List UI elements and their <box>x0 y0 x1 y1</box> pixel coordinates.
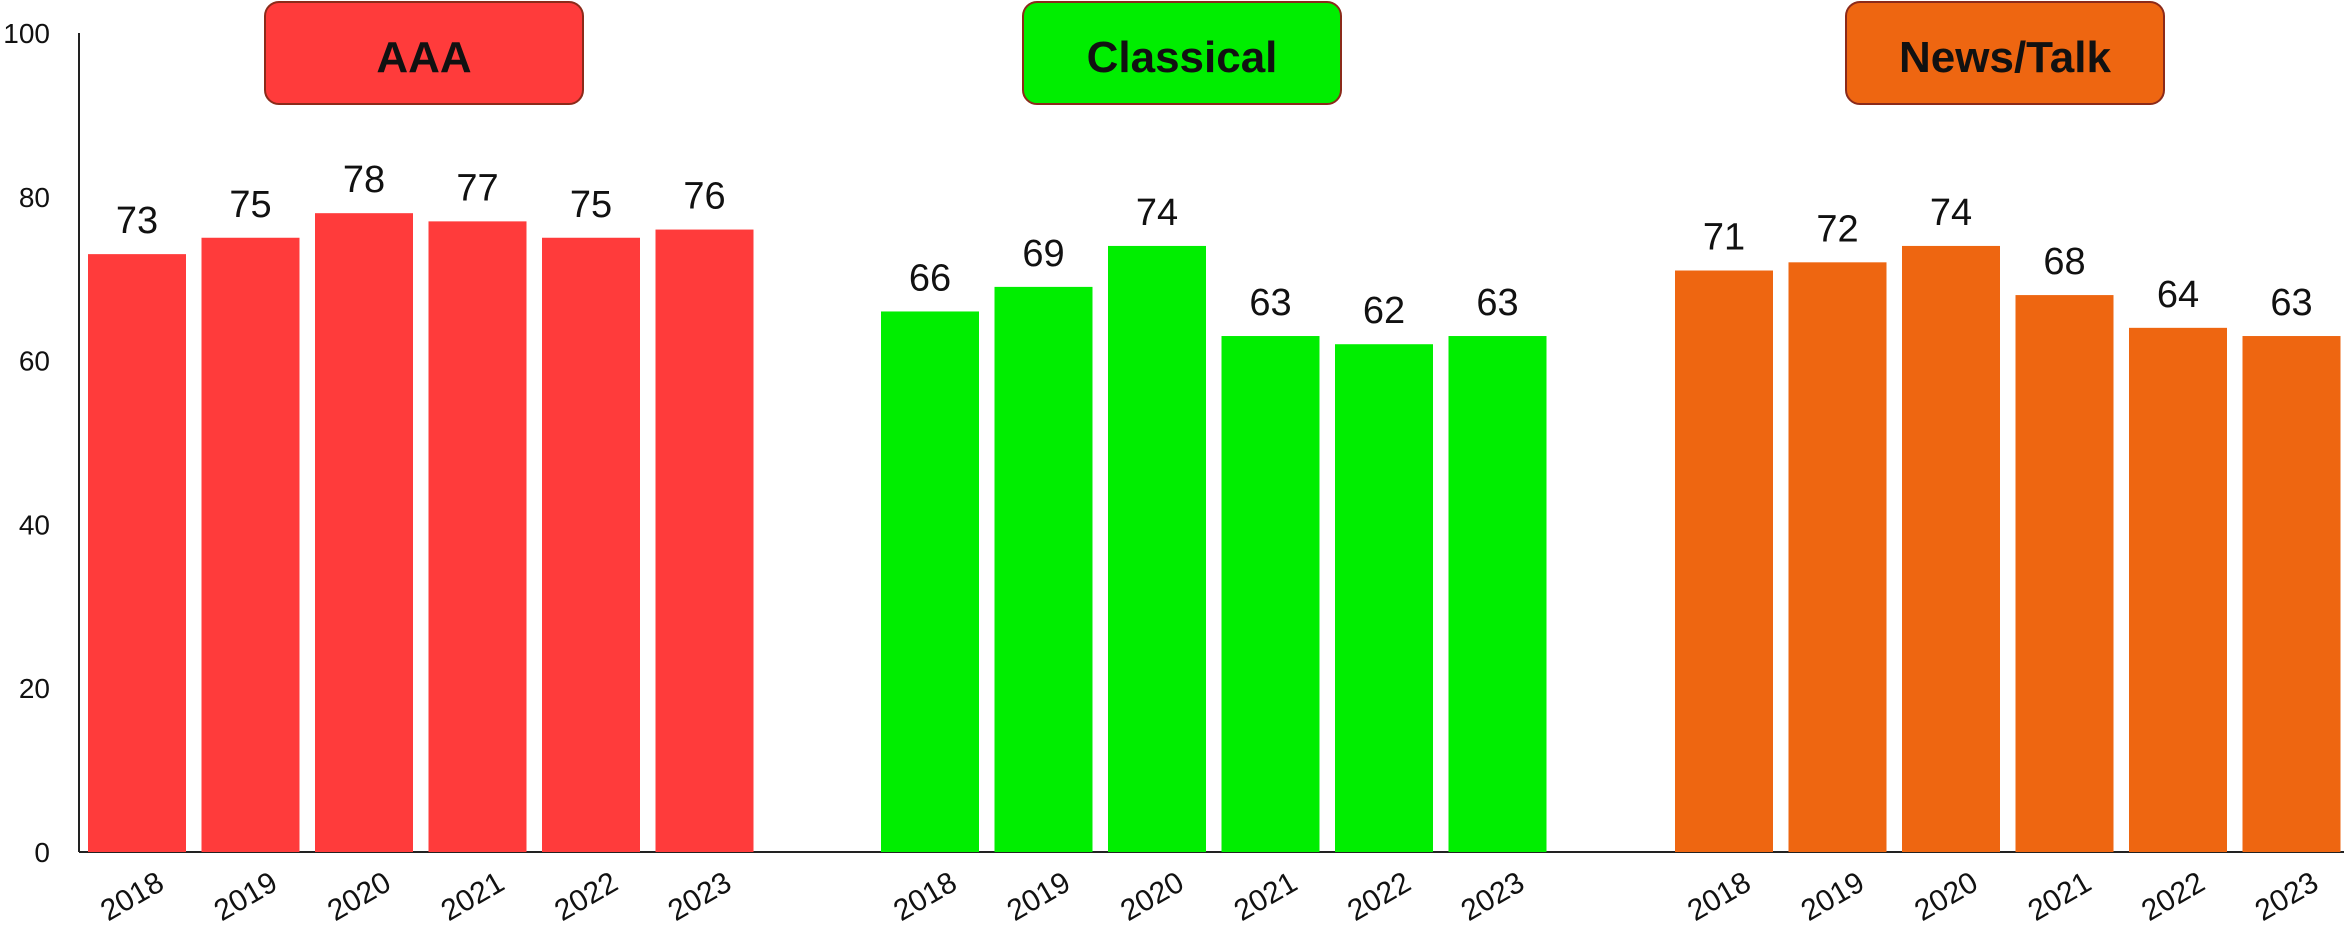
y-tick-label: 0 <box>34 837 50 868</box>
data-label: 63 <box>1476 282 1518 324</box>
x-tick-label: 2021 <box>1229 866 1303 928</box>
x-tick-label: 2020 <box>322 866 396 928</box>
x-tick-label: 2018 <box>888 866 962 928</box>
data-label: 66 <box>909 257 951 299</box>
group-title: AAA <box>376 33 471 82</box>
x-tick-label: 2021 <box>2023 866 2097 928</box>
x-tick-label: 2023 <box>663 866 737 928</box>
group-title-box <box>1022 1 1342 105</box>
data-label: 62 <box>1363 290 1405 332</box>
x-tick-label: 2020 <box>1909 866 1983 928</box>
bar <box>1448 336 1547 852</box>
y-tick-label: 80 <box>19 182 50 213</box>
data-label: 78 <box>343 159 385 201</box>
data-label: 63 <box>2270 282 2312 324</box>
y-tick-label: 40 <box>19 509 50 540</box>
x-tick-label: 2018 <box>95 866 169 928</box>
data-label: 74 <box>1136 192 1178 234</box>
bar <box>201 237 300 852</box>
bar <box>2129 327 2227 853</box>
bar <box>88 254 186 852</box>
x-tick-label: 2018 <box>1682 866 1756 928</box>
axes <box>78 33 2344 853</box>
group-titles: AAA Classical News/Talk <box>264 1 2165 105</box>
bar <box>542 237 640 852</box>
x-tick-label: 2023 <box>2250 866 2324 928</box>
bar <box>2242 336 2341 852</box>
bars <box>88 213 2341 853</box>
bar <box>994 286 1093 852</box>
bar <box>1788 262 1887 852</box>
bar <box>1902 245 2000 852</box>
x-tick-label: 2022 <box>2136 866 2210 928</box>
x-tick-label: 2022 <box>549 866 623 928</box>
data-label: 71 <box>1703 217 1745 259</box>
group-title: News/Talk <box>1899 33 2111 82</box>
x-tick-label: 2019 <box>209 866 283 928</box>
group-title-box <box>1845 1 2165 105</box>
y-tick-label: 20 <box>19 673 50 704</box>
x-tick-label: 2019 <box>1002 866 1076 928</box>
data-labels: 73 75 78 77 75 76 66 69 74 63 62 63 71 72 74 68 64 63 <box>116 159 2313 332</box>
data-label: 75 <box>570 184 612 226</box>
bar <box>1108 245 1206 852</box>
bar <box>1221 336 1320 852</box>
bar <box>1675 270 1773 852</box>
data-label: 74 <box>1930 192 1972 234</box>
data-label: 77 <box>456 167 498 209</box>
y-tick-label: 100 <box>3 18 50 49</box>
bar <box>881 311 979 853</box>
group-title: Classical <box>1087 33 1278 82</box>
x-tick-label: 2021 <box>436 866 510 928</box>
data-label: 69 <box>1022 233 1064 275</box>
x-axis-ticks: 2018 2019 2020 2021 2022 2023 2018 2019 2020 2021… <box>95 866 2324 928</box>
y-tick-label: 60 <box>19 346 50 377</box>
bar <box>1335 344 1433 852</box>
bar <box>315 213 413 852</box>
data-label: 76 <box>683 176 725 218</box>
data-label: 75 <box>229 184 271 226</box>
data-label: 63 <box>1249 282 1291 324</box>
x-tick-label: 2022 <box>1342 866 1416 928</box>
x-tick-label: 2023 <box>1456 866 1530 928</box>
data-label: 68 <box>2043 241 2085 283</box>
bar <box>655 229 754 852</box>
y-axis-ticks: 0 20 40 60 80 100 <box>3 18 50 868</box>
bar <box>428 221 527 852</box>
bar <box>2015 295 2114 853</box>
data-label: 72 <box>1816 208 1858 250</box>
group-title-box <box>264 1 584 105</box>
x-tick-label: 2019 <box>1796 866 1870 928</box>
data-label: 73 <box>116 200 158 242</box>
data-label: 64 <box>2157 274 2199 316</box>
x-tick-label: 2020 <box>1115 866 1189 928</box>
